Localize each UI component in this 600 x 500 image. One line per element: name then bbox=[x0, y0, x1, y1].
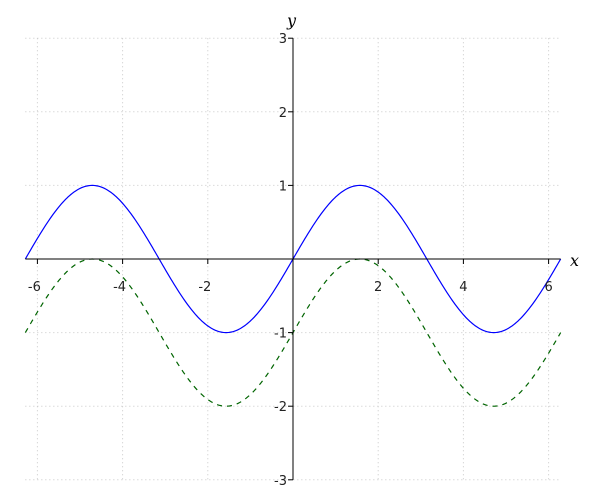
y-tick-label: 3 bbox=[279, 32, 287, 47]
x-tick-label: -6 bbox=[28, 280, 41, 295]
y-tick-label: 2 bbox=[279, 106, 287, 121]
x-tick-label: 2 bbox=[374, 280, 382, 295]
y-tick-label: 1 bbox=[279, 179, 287, 194]
y-axis-label: y bbox=[286, 11, 297, 30]
x-tick-label: 4 bbox=[459, 280, 467, 295]
x-tick-label: -4 bbox=[113, 280, 126, 295]
x-tick-label: 6 bbox=[544, 280, 552, 295]
y-tick-label: -1 bbox=[274, 327, 287, 342]
y-tick-label: -2 bbox=[274, 400, 287, 415]
x-tick-label: -2 bbox=[198, 280, 211, 295]
x-axis-label: x bbox=[570, 251, 579, 270]
axes: -6 -4 -2 2 4 6 -3 -2 -1 1 2 3 bbox=[25, 32, 561, 489]
y-tick-label: -3 bbox=[274, 474, 287, 489]
